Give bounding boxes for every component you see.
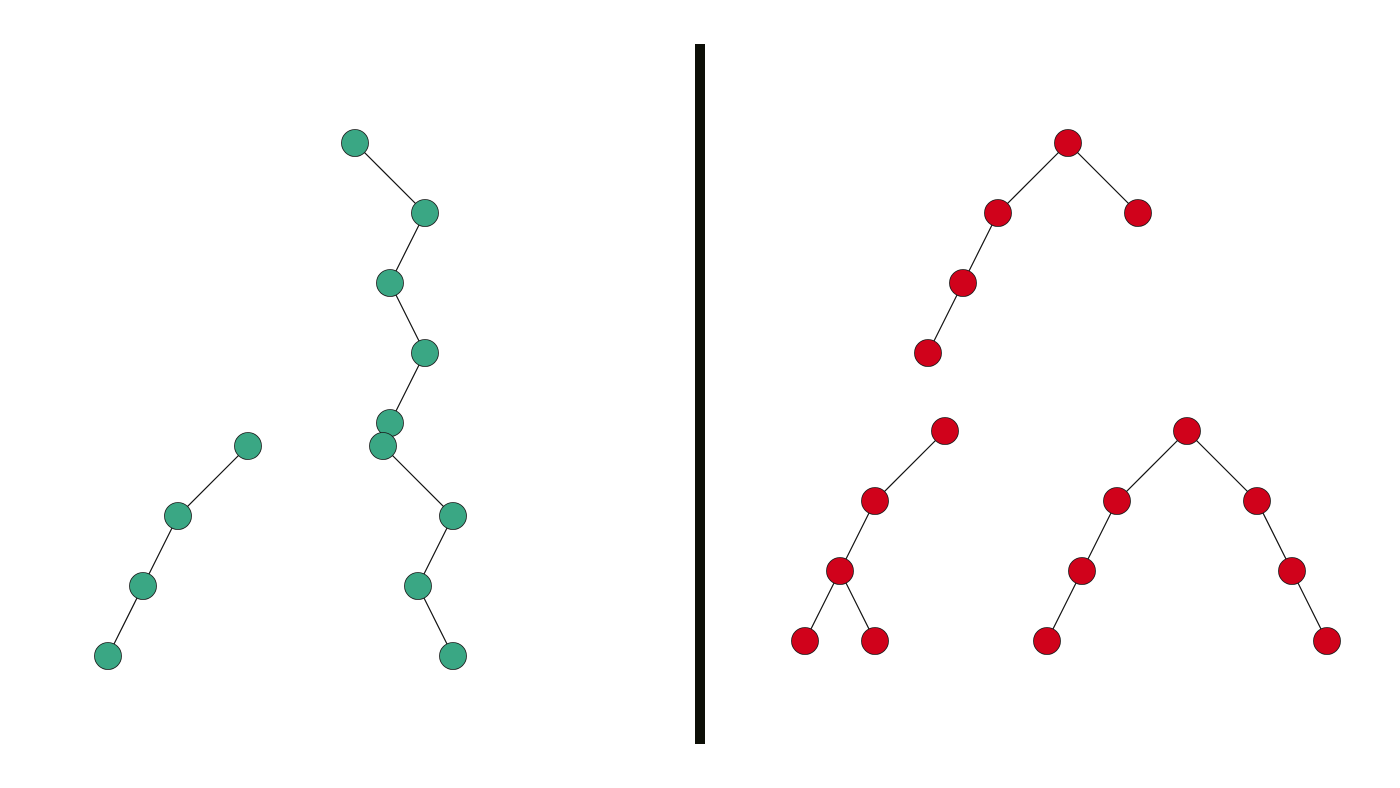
right-top-node: [914, 339, 942, 367]
nodes-layer: [94, 129, 1341, 670]
right-bottom-b-node: [1313, 627, 1341, 655]
right-bottom-b-node: [1103, 487, 1131, 515]
right-top-node: [949, 269, 977, 297]
right-top-edge: [1067, 142, 1139, 214]
left-top-edge: [354, 142, 426, 214]
right-bottom-b-edge: [1186, 430, 1258, 502]
right-bottom-b-node: [1278, 557, 1306, 585]
right-bottom-b-node: [1068, 557, 1096, 585]
right-bottom-b-node: [1033, 627, 1061, 655]
right-top-node: [984, 199, 1012, 227]
right-bottom-b-node: [1243, 487, 1271, 515]
left-bottom-b-node: [439, 502, 467, 530]
left-top-node: [376, 269, 404, 297]
right-bottom-a-node: [791, 627, 819, 655]
right-top-edge: [997, 142, 1069, 214]
right-bottom-a-node: [861, 487, 889, 515]
left-bottom-a-node: [129, 572, 157, 600]
right-bottom-a-node: [826, 557, 854, 585]
panel-divider: [695, 44, 705, 744]
right-bottom-a-edge: [874, 430, 946, 502]
left-bottom-a-node: [234, 432, 262, 460]
left-bottom-b-edge: [382, 445, 454, 517]
right-top-node: [1124, 199, 1152, 227]
left-bottom-b-node: [404, 572, 432, 600]
left-bottom-a-node: [164, 502, 192, 530]
left-top-node: [411, 199, 439, 227]
right-bottom-a-node: [861, 627, 889, 655]
left-bottom-b-node: [369, 432, 397, 460]
right-top-node: [1054, 129, 1082, 157]
left-bottom-b-node: [439, 642, 467, 670]
left-top-node: [411, 339, 439, 367]
left-top-node: [341, 129, 369, 157]
right-bottom-b-node: [1173, 417, 1201, 445]
left-bottom-a-node: [94, 642, 122, 670]
left-bottom-a-edge: [177, 445, 249, 517]
right-bottom-b-edge: [1116, 430, 1188, 502]
right-bottom-a-node: [931, 417, 959, 445]
